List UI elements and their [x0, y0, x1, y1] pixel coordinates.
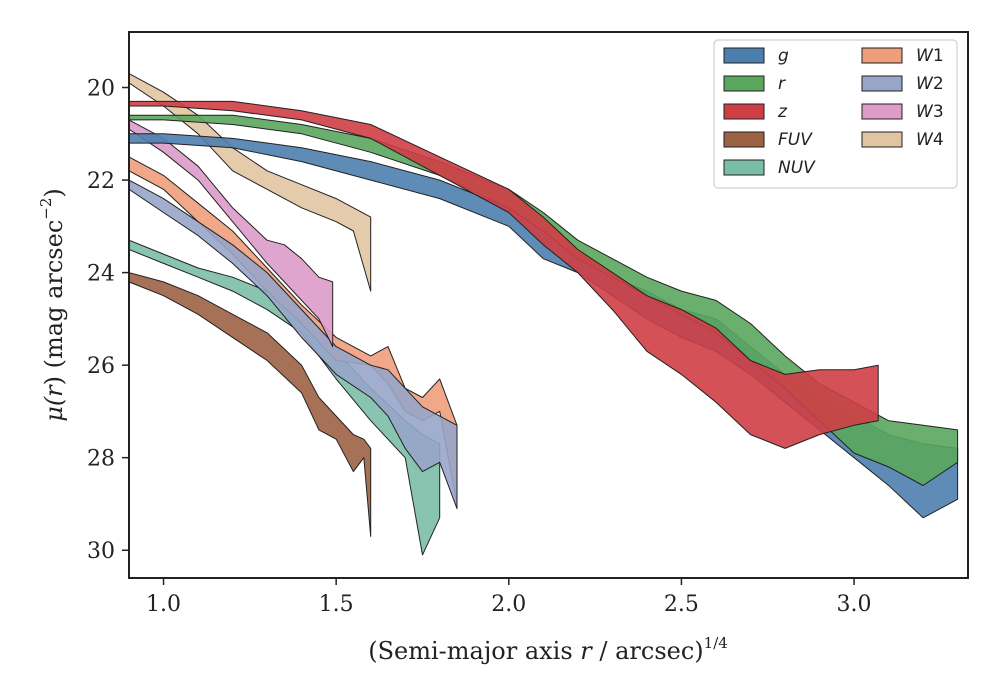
x-axis: 1.0 1.5 2.0 2.5 3.0 — [146, 578, 872, 617]
y-axis-label: μ(r) (mag arcsec−2) — [37, 188, 68, 422]
x-tick-label: 1.5 — [319, 592, 354, 617]
y-tick-label: 26 — [87, 354, 115, 379]
series-band-z — [129, 100, 879, 449]
y-axis-label-mid: ) (mag arcsec — [40, 220, 68, 386]
x-tick-label: 2.5 — [664, 592, 699, 617]
y-tick-label: 22 — [87, 169, 115, 194]
x-axis-label-sup: 1/4 — [704, 634, 728, 652]
x-axis-label-tail: / arcsec) — [592, 637, 704, 665]
legend-swatch-W3 — [861, 103, 903, 120]
series-layer — [129, 73, 959, 556]
y-tick-label: 28 — [87, 447, 115, 472]
legend-label-FUV: FUV — [778, 130, 813, 150]
y-tick-label: 20 — [87, 77, 115, 102]
y-tick-label: 24 — [87, 262, 115, 287]
y-axis: 20 22 24 26 28 30 — [87, 77, 129, 564]
x-axis-label-main: (Semi-major axis — [368, 637, 580, 665]
legend-label-W4: W4 — [916, 130, 944, 150]
y-axis-label-end: ) — [40, 188, 68, 197]
legend-label-z: z — [777, 102, 788, 122]
legend-label-NUV: NUV — [778, 158, 816, 178]
x-axis-label: (Semi-major axis r / arcsec)1/4 — [368, 634, 728, 665]
plot-frame — [128, 31, 969, 579]
legend-swatch-FUV — [723, 131, 765, 148]
series-band-FUV — [129, 272, 372, 537]
legend-swatch-g — [723, 47, 765, 64]
legend-swatch-z — [723, 103, 765, 120]
x-axis-label-var: r — [580, 637, 593, 665]
legend: grz FUV NUV W1 W2 W3 W4 — [713, 39, 958, 189]
y-axis-label-var: r — [40, 384, 68, 397]
x-tick-label: 2.0 — [491, 592, 526, 617]
legend-swatch-r — [723, 75, 765, 92]
x-tick-label: 1.0 — [146, 592, 181, 617]
y-tick-label: 30 — [87, 539, 115, 564]
legend-label-W3: W3 — [916, 102, 944, 122]
y-axis-label-mu: μ( — [40, 396, 68, 422]
y-axis-label-sup: −2 — [37, 198, 55, 220]
legend-swatch-W1 — [861, 47, 903, 64]
legend-label-W2: W2 — [916, 74, 944, 94]
legend-label-W1: W1 — [916, 46, 944, 66]
x-tick-label: 3.0 — [837, 592, 872, 617]
legend-label-g: g — [778, 46, 789, 66]
series-band-W2 — [129, 179, 458, 510]
legend-swatch-W2 — [861, 75, 903, 92]
legend-swatch-W4 — [861, 131, 903, 148]
legend-swatch-NUV — [723, 159, 765, 176]
legend-label-r: r — [778, 74, 786, 94]
